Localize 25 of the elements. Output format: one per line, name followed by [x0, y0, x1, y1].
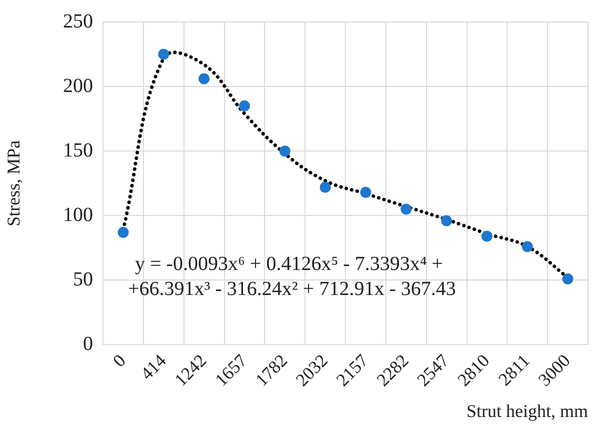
x-axis-title: Strut height, mm — [466, 400, 588, 421]
y-tick-label: 100 — [63, 204, 93, 226]
x-tick-label: 414 — [136, 350, 170, 384]
x-tick-label: 0 — [108, 350, 130, 371]
point — [481, 230, 492, 242]
point — [118, 226, 129, 238]
point — [522, 241, 533, 252]
point — [400, 204, 412, 215]
y-tick-label: 200 — [63, 74, 93, 97]
point — [279, 146, 290, 157]
point — [158, 48, 170, 60]
y-tick-label: 250 — [63, 10, 93, 32]
annotation: y = -0.0093x⁶ + 0.4126x⁵ - 7.3393x⁴ + — [135, 253, 444, 275]
point — [441, 215, 452, 226]
point — [198, 73, 210, 84]
y-tick-label: 150 — [63, 139, 93, 162]
point — [320, 182, 331, 193]
y-tick-label: 50 — [73, 268, 93, 290]
point — [562, 273, 574, 284]
x-tick-label: 2811 — [494, 350, 534, 390]
point — [360, 186, 372, 198]
y-axis-title: Stress, MPa — [4, 140, 24, 226]
point — [238, 100, 250, 112]
annotation: +66.391x³ - 316.24x² + 712.91x - 367.43 — [128, 278, 456, 300]
y-tick-label: 0 — [83, 332, 93, 355]
